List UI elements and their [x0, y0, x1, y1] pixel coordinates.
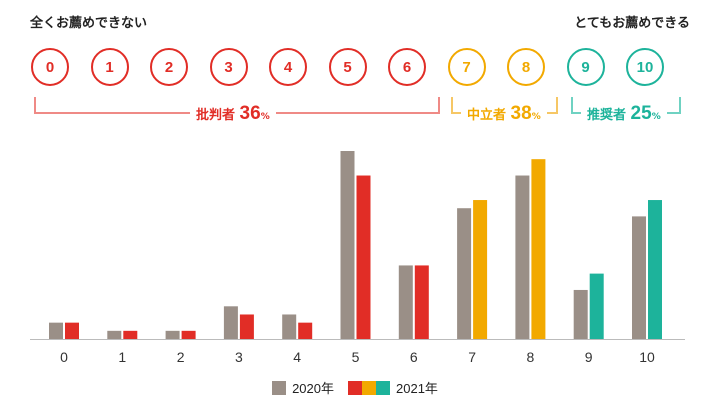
bar-2021-1 [123, 330, 138, 339]
x-tick-label-5: 5 [352, 349, 360, 365]
detractor-percent: 36 [239, 103, 261, 124]
legend: 2020年 2021年 [0, 378, 710, 397]
legend-swatch-2021-promoter [376, 380, 390, 395]
x-tick-label-2: 2 [177, 349, 185, 365]
legend-swatch-2021-passive [362, 380, 376, 395]
detractor-label: 批判者 36% [190, 104, 276, 127]
x-tick-label-8: 8 [527, 349, 535, 365]
legend-swatch-2021-detractor [348, 380, 362, 395]
bar-chart: 0 1 2 3 4 5 6 7 8 9 10 [30, 151, 685, 365]
score-circle-5: 5 [328, 48, 367, 86]
bar-2021-6 [414, 265, 429, 339]
legend-label-2020: 2020年 [292, 381, 334, 396]
score-circle-4: 4 [269, 48, 307, 86]
bar-2020-3 [223, 306, 238, 339]
bar-2021-9 [589, 273, 604, 339]
score-circle-2: 2 [150, 48, 188, 86]
passive-percent-unit: % [531, 112, 541, 122]
legend-item-2020: 2020年 [272, 378, 334, 397]
bar-2021-8 [531, 159, 546, 339]
bar-2021-2 [181, 330, 196, 339]
scale-left-label: 全くお薦めできない [30, 16, 148, 31]
promoter-label: 推奨者 25% [581, 104, 667, 127]
bar-2020-8 [515, 175, 530, 339]
bar-2020-1 [107, 330, 122, 339]
legend-item-2021: 2021年 [348, 378, 438, 397]
score-circle-0: 0 [31, 48, 69, 86]
x-tick-label-4: 4 [293, 349, 301, 365]
score-circle-7: 7 [447, 48, 486, 86]
bar-2020-6 [398, 265, 413, 339]
x-tick-label-9: 9 [585, 349, 593, 365]
bar-2021-4 [298, 322, 313, 339]
promoter-name: 推奨者 [587, 108, 627, 123]
x-tick-label-0: 0 [60, 349, 68, 365]
x-tick-label-7: 7 [468, 349, 476, 365]
bar-2020-10 [632, 216, 646, 339]
x-tick-label-1: 1 [118, 349, 126, 365]
score-circle-10: 10 [626, 48, 664, 86]
bar-2021-3 [239, 314, 254, 339]
bar-2020-0 [49, 322, 63, 339]
score-circle-1: 1 [90, 48, 129, 86]
x-tick-label-6: 6 [410, 349, 418, 365]
x-tick-label-3: 3 [235, 349, 243, 365]
score-circle-3: 3 [209, 48, 248, 86]
bar-2020-4 [282, 314, 297, 339]
passive-percent: 38 [510, 103, 532, 124]
scale-right-label: とてもお薦めできる [574, 16, 690, 31]
detractor-percent-unit: % [260, 112, 270, 122]
promoter-percent-unit: % [651, 112, 661, 122]
score-circle-9: 9 [566, 48, 605, 86]
legend-swatches-2021 [348, 380, 390, 395]
x-tick-label-10: 10 [639, 349, 655, 365]
promoter-percent: 25 [630, 103, 652, 124]
bar-2020-9 [573, 289, 588, 339]
bar-2021-5 [356, 175, 371, 339]
legend-swatch-2020 [272, 380, 287, 395]
bar-2020-5 [340, 151, 355, 339]
bar-2020-2 [165, 330, 180, 339]
bar-2021-0 [65, 322, 79, 339]
bar-2021-10 [648, 200, 662, 339]
detractor-name: 批判者 [196, 108, 236, 123]
legend-label-2021: 2021年 [396, 381, 438, 396]
bar-2021-7 [473, 200, 488, 339]
bar-2020-7 [457, 208, 472, 339]
passive-label: 中立者 38% [461, 104, 547, 127]
score-circle-8: 8 [507, 48, 545, 86]
passive-name: 中立者 [467, 108, 507, 123]
score-circle-6: 6 [388, 48, 426, 86]
